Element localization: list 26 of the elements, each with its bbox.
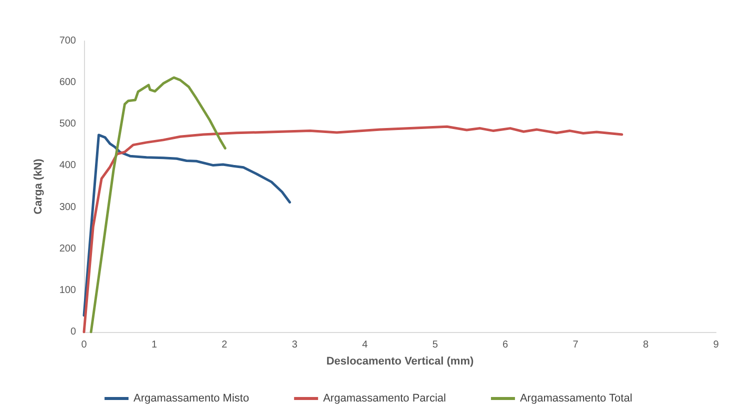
y-tick-label: 200	[59, 243, 76, 254]
legend-label: Argamassamento Total	[520, 392, 632, 404]
x-tick-label: 3	[292, 340, 298, 350]
x-tick-label: 1	[151, 340, 158, 350]
line-series	[82, 134, 291, 317]
legend-label: Argamassamento Parcial	[323, 392, 446, 404]
x-tick-label: 9	[713, 340, 720, 350]
x-tick-label: 6	[502, 340, 509, 350]
x-tick-label: 5	[432, 340, 438, 350]
x-tick-label: 0	[81, 340, 88, 350]
x-tick-label: 7	[572, 340, 579, 350]
line-series	[90, 76, 226, 334]
y-tick-label: 700	[59, 36, 76, 46]
y-tick-label: 400	[59, 160, 76, 172]
y-tick-label: 500	[59, 118, 76, 130]
x-axis-title: Deslocamento Vertical (mm)	[326, 356, 474, 368]
x-tick-label: 8	[642, 340, 649, 350]
y-tick-label: 0	[70, 326, 76, 338]
legend-label: Argamassamento Misto	[134, 392, 250, 404]
x-tick-label: 4	[362, 340, 368, 350]
y-axis-title: Carga (kN)	[32, 158, 44, 214]
x-tick-label: 2	[222, 340, 228, 350]
y-tick-label: 100	[59, 284, 76, 296]
y-tick-label: 300	[59, 202, 76, 213]
line-series	[82, 125, 624, 334]
y-tick-label: 600	[59, 77, 76, 88]
